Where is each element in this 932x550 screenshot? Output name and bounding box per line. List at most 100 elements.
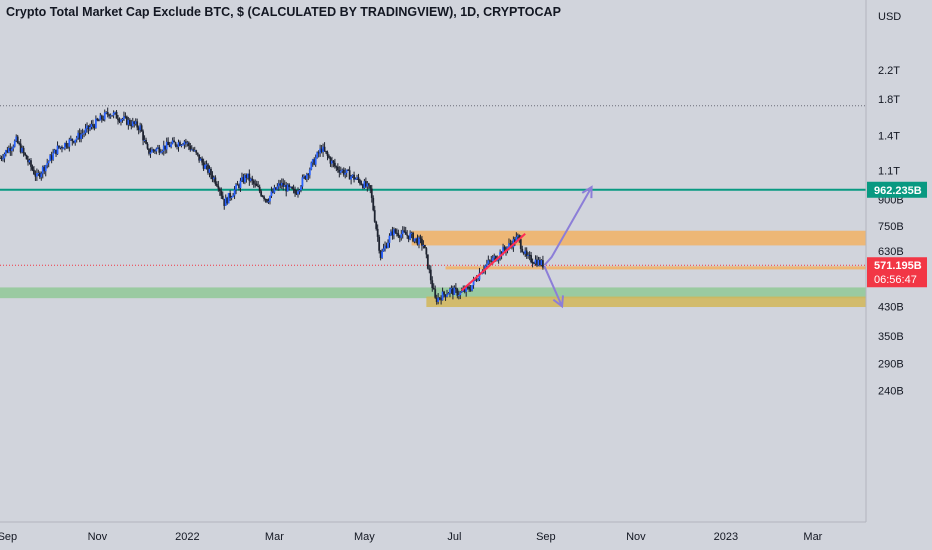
candle <box>422 240 425 249</box>
candle-body <box>491 257 494 262</box>
candle-body <box>167 141 170 146</box>
candle-body <box>496 259 499 261</box>
candle-body <box>372 197 375 211</box>
candle <box>447 292 450 295</box>
candle-body <box>385 245 388 248</box>
candle <box>61 145 63 153</box>
candle-body <box>335 166 338 168</box>
candle-body <box>468 286 471 290</box>
candle <box>375 220 378 231</box>
candle-body <box>46 163 49 166</box>
candle-body <box>155 148 158 152</box>
candle <box>454 283 457 293</box>
candle-body <box>246 173 249 178</box>
candle <box>516 233 519 241</box>
candle <box>382 243 385 252</box>
price-tick-label: 630B <box>878 246 904 258</box>
candle <box>127 116 130 130</box>
candle <box>223 198 226 210</box>
candle <box>282 178 285 191</box>
candle <box>537 256 540 267</box>
candle <box>18 141 21 146</box>
candle <box>260 189 263 198</box>
candle <box>274 187 277 191</box>
candle-body <box>513 239 516 243</box>
candle <box>66 142 69 150</box>
candle-body <box>378 236 381 251</box>
candle <box>270 186 273 199</box>
candle-body <box>289 186 292 188</box>
candle-body <box>72 141 75 143</box>
candle-body <box>395 232 398 234</box>
candle <box>251 175 254 185</box>
candle <box>218 187 221 196</box>
candle-body <box>239 180 242 188</box>
candle-body <box>99 115 102 121</box>
candle-body <box>229 193 232 198</box>
candle <box>329 156 332 167</box>
candle <box>162 140 165 156</box>
candle <box>249 177 252 183</box>
candle <box>297 187 299 198</box>
time-tick-label: May <box>354 531 375 543</box>
candle <box>294 186 296 197</box>
candle <box>397 229 400 239</box>
candle <box>2 154 4 162</box>
candle-body <box>518 235 521 240</box>
candle-body <box>151 149 153 153</box>
candle-body <box>261 195 264 197</box>
candle <box>242 173 245 184</box>
candle <box>64 142 66 151</box>
price-tick-label: 430B <box>878 301 904 313</box>
candle-body <box>466 286 469 288</box>
candle <box>168 141 171 148</box>
candle <box>133 120 136 128</box>
candle <box>370 184 373 203</box>
candle-body <box>440 298 443 301</box>
candle-body <box>146 143 149 149</box>
candle <box>381 248 384 259</box>
candle-body <box>211 175 214 180</box>
candle-body <box>428 268 431 270</box>
candle-body <box>12 146 15 149</box>
candle <box>229 190 232 202</box>
projection-arrow-up <box>543 186 593 266</box>
candle-body <box>89 126 91 130</box>
candle-body <box>339 170 342 173</box>
candle-body <box>478 272 481 280</box>
candle-body <box>165 141 168 150</box>
candle-body <box>528 254 531 256</box>
candle-body <box>438 297 441 299</box>
candle <box>155 147 158 155</box>
candle <box>124 112 127 119</box>
candle-body <box>131 121 134 127</box>
candle-body <box>534 259 537 264</box>
candle <box>339 166 342 175</box>
candle-body <box>387 242 389 248</box>
candle <box>471 285 473 292</box>
candle <box>58 145 60 150</box>
candle-body <box>84 128 87 133</box>
candle-body <box>230 197 233 199</box>
candle-body <box>288 184 291 188</box>
candle-body <box>542 260 544 268</box>
candle <box>77 130 80 140</box>
candle <box>121 117 124 123</box>
candle <box>348 166 351 180</box>
candle <box>333 158 336 169</box>
candle <box>233 186 236 200</box>
candle-body <box>64 143 66 149</box>
arrow-head <box>581 185 593 199</box>
candle <box>41 165 44 179</box>
price-tick-label: 350B <box>878 331 904 343</box>
candle-body <box>106 112 109 115</box>
candle <box>347 168 350 171</box>
candle-body <box>308 169 311 176</box>
candle-body <box>252 180 255 184</box>
candle-body <box>221 195 224 199</box>
candle-body <box>336 166 339 171</box>
candle <box>440 295 443 305</box>
candle-body <box>74 139 77 143</box>
